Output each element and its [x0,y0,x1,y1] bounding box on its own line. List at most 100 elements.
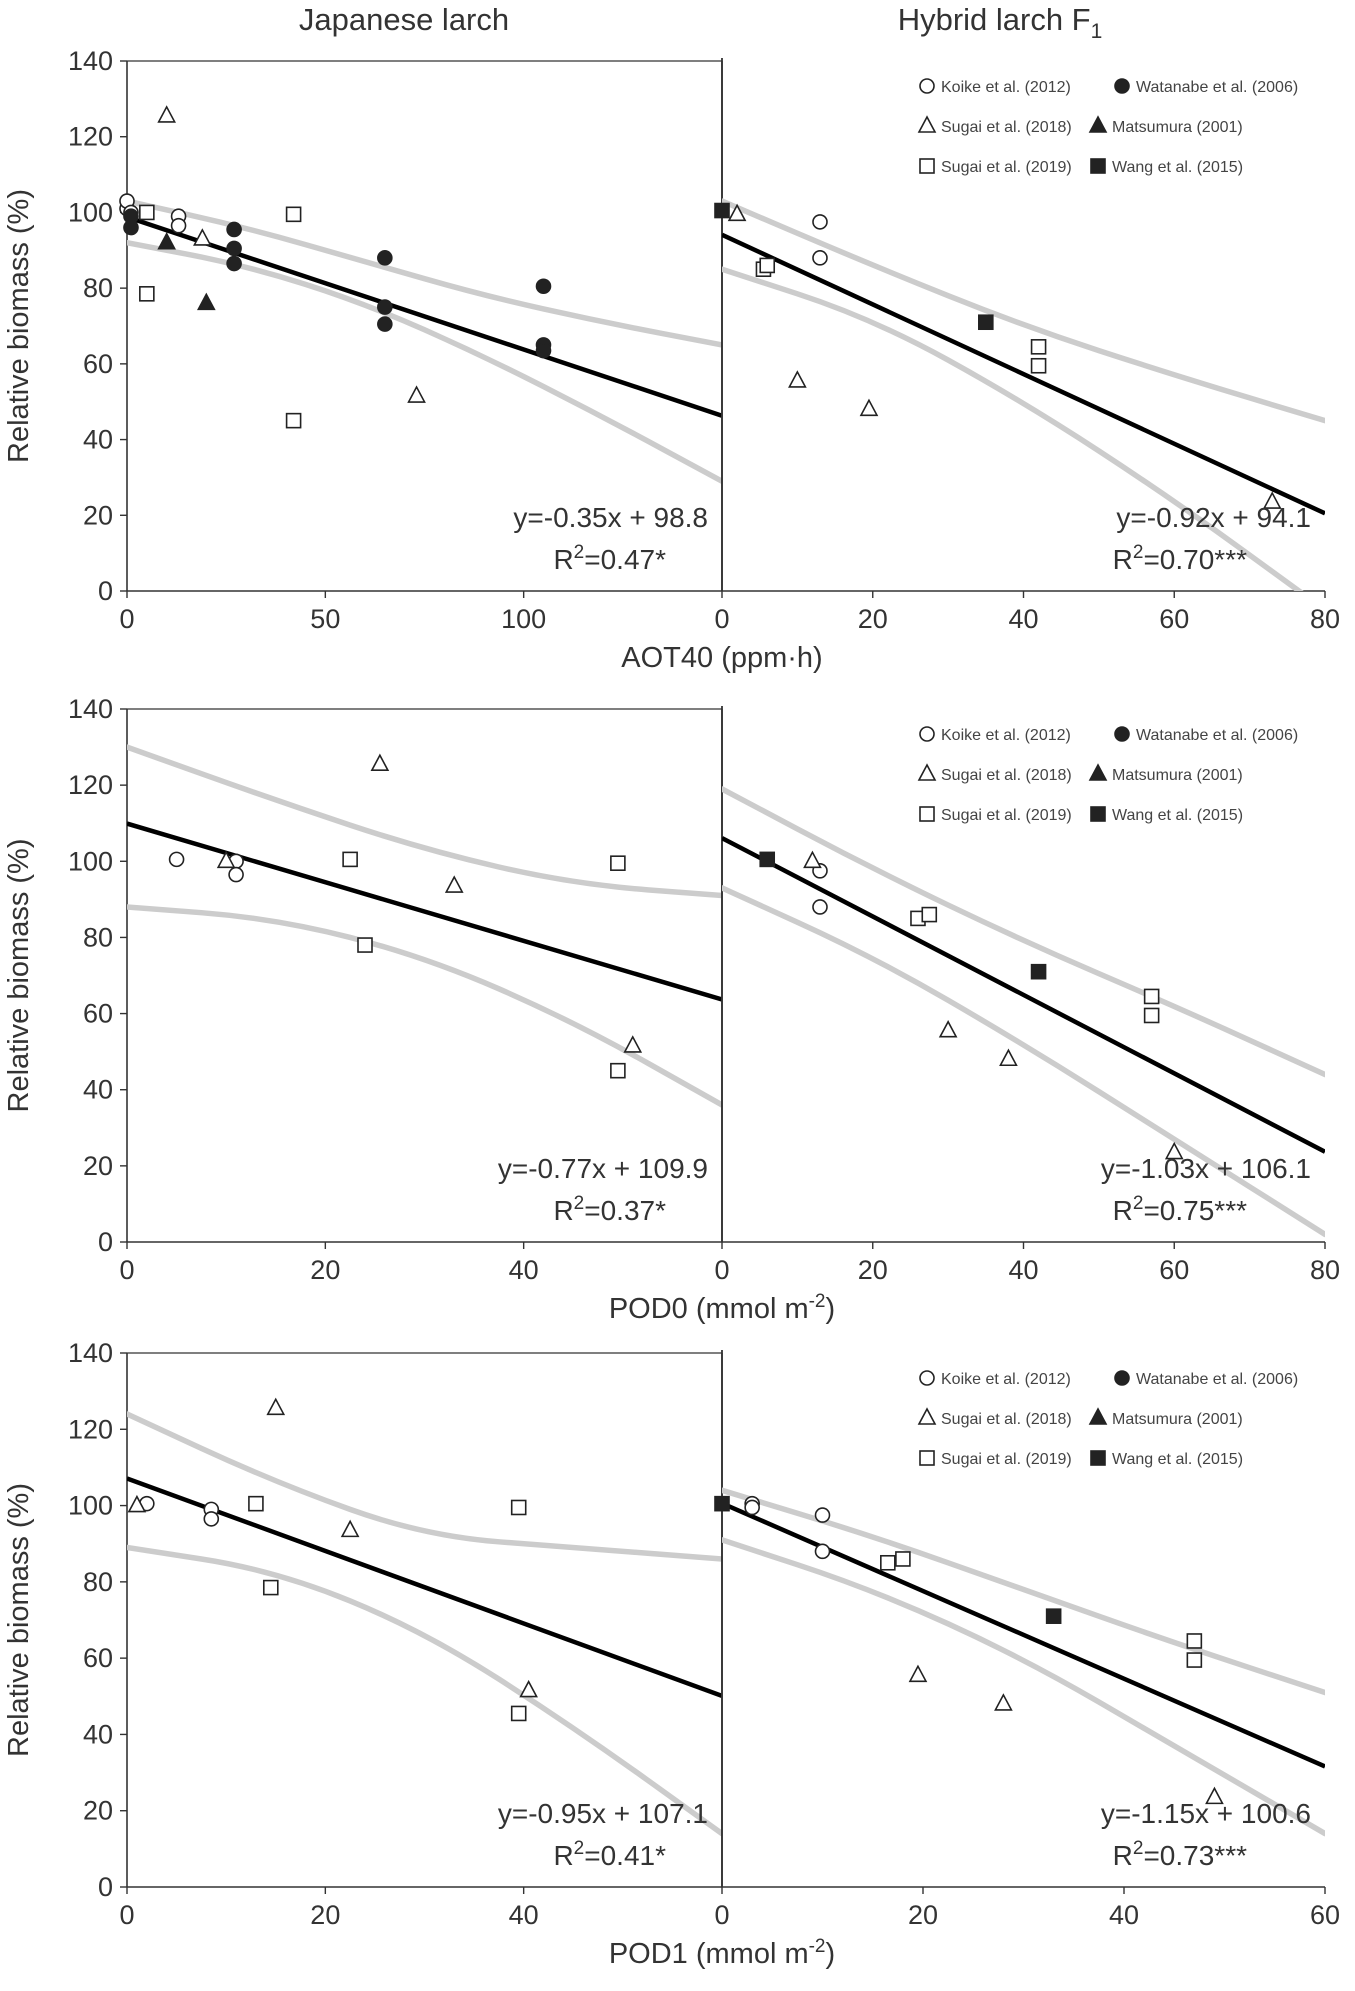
y-tick-label: 20 [83,1151,113,1181]
y-tick-label: 0 [98,1872,113,1902]
plot-area [722,786,1325,1238]
x-axis-label-tail: ) [826,1293,836,1325]
y-tick-label: 40 [83,1719,113,1749]
legend-marker [917,115,937,133]
regression-line [722,1501,1325,1769]
ci-lower-band [127,1544,722,1837]
y-tick-label: 60 [83,999,113,1029]
data-point [170,217,187,234]
x-tick-label: 20 [858,1255,888,1285]
y-tick-label: 80 [83,922,113,952]
legend: Koike et al. (2012) Watanabe et al. (2006… [917,78,1298,176]
plot-area [722,198,1325,591]
y-tick-label: 140 [68,1338,113,1368]
x-tick-label: 40 [1109,1900,1139,1930]
data-point [908,1664,928,1683]
legend-marker [919,806,935,822]
r-squared-text: R2=0.73*** [1113,1838,1247,1871]
r-squared-text: R2=0.37* [553,1193,666,1226]
panel-3: 0 20 40 60 80 y=-1.03x + 106.1 R2=0.75*** Koike… [714,706,1340,1285]
data-point [1164,1141,1184,1160]
data-point [216,850,236,869]
data-point [139,286,155,302]
data-point [1186,1633,1203,1649]
data-point [938,1020,958,1038]
legend-marker [919,726,935,742]
data-point [1262,491,1282,509]
data-point [759,851,776,868]
legend-marker [1090,806,1106,822]
legend-marker [919,78,935,94]
ci-upper-band [127,744,722,899]
data-point [377,299,393,315]
x-tick-label: 0 [714,1900,729,1930]
r2-superscript: 2 [574,1193,585,1214]
legend-marker [1088,115,1108,133]
legend-label: Sugai et al. (2018) [941,119,1072,136]
data-point [1143,1007,1160,1024]
data-point [266,1397,286,1416]
legend-label: Sugai et al. (2019) [941,1451,1072,1468]
data-point [812,214,828,230]
x-tick-label: 0 [119,1255,134,1285]
legend-label: Sugai et al. (2019) [941,807,1072,824]
r2-value: =0.75*** [1143,1195,1247,1226]
x-axis-label-main: POD0 (mmol m [609,1293,809,1325]
data-point [196,292,216,311]
legend-label: Watanabe et al. (2006) [1136,79,1298,96]
data-point [139,204,155,221]
legend-marker [1114,78,1130,94]
y-tick-label: 20 [83,1796,113,1826]
x-axis-label-main: AOT40 (ppm·h) [621,642,822,674]
data-point [1045,1608,1062,1624]
data-point [814,1543,831,1560]
y-tick-label: 120 [68,770,113,800]
data-point [812,899,828,915]
data-point [812,250,828,266]
legend-marker [919,158,935,174]
regression-line [722,836,1325,1154]
data-point [377,316,393,332]
equation-text: y=-0.77x + 109.9 [498,1153,708,1184]
ci-lower-band [722,266,1304,591]
y-tick-label: 140 [68,694,113,724]
title-hybrid-larch: Hybrid larch F1 [898,2,1103,43]
r2-prefix: R [553,544,573,575]
data-point [157,232,177,250]
x-tick-label: 60 [1159,604,1189,634]
r2-superscript: 2 [1133,1838,1144,1859]
r2-value: =0.37* [584,1195,666,1226]
data-point [127,1494,147,1513]
legend-marker [919,1450,935,1466]
data-point [262,1579,279,1596]
data-point [623,1035,643,1053]
ci-lower-band [127,239,722,484]
legend-marker [1090,1450,1106,1466]
r-squared-text: R2=0.41* [553,1838,666,1871]
data-point [228,866,244,883]
x-tick-label: 50 [310,604,340,634]
legend: Koike et al. (2012) Watanabe et al. (2006… [917,1370,1298,1468]
y-tick-label: 60 [83,349,113,379]
equation-text: y=-0.92x + 94.1 [1116,502,1311,533]
legend-label: Watanabe et al. (2006) [1136,727,1298,744]
regression-line [127,214,722,418]
r-squared-text: R2=0.70*** [1113,542,1247,575]
data-point [895,1551,911,1567]
data-point [226,255,242,272]
x-tick-label: 40 [1008,1255,1038,1285]
data-point [994,1693,1013,1711]
legend-label: Matsumura (2001) [1112,119,1243,136]
r2-prefix: R [1113,1195,1133,1226]
ci-lower-band [127,904,722,1108]
data-point [340,1519,360,1538]
legend-marker [917,1407,937,1425]
ci-upper-band [722,786,1325,1078]
x-tick-label: 20 [310,1255,340,1285]
data-point [1143,988,1160,1005]
data-point [226,240,242,257]
x-tick-label: 0 [119,1900,134,1930]
data-point [510,1705,527,1722]
data-point [519,1679,538,1698]
